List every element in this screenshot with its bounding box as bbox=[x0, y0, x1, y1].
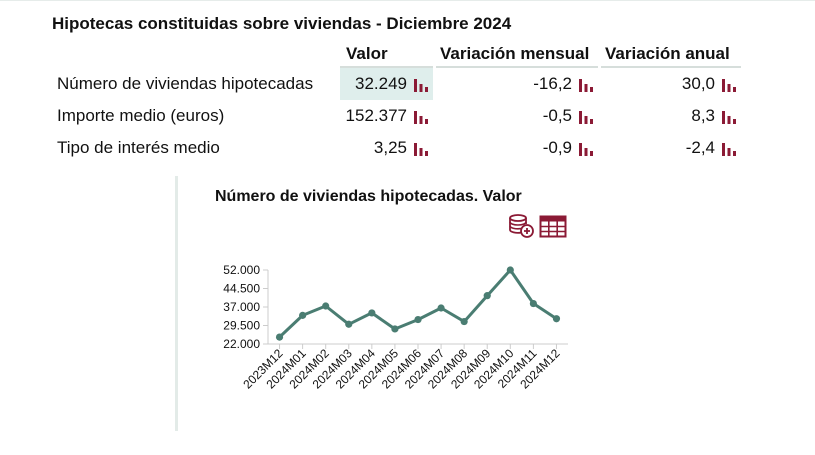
data-point bbox=[368, 309, 376, 317]
data-point bbox=[391, 325, 399, 333]
value-text: 8,3 bbox=[691, 106, 715, 125]
value-text: -0,9 bbox=[542, 138, 572, 157]
y-tick-label: 29.500 bbox=[223, 319, 260, 333]
data-point bbox=[529, 299, 537, 308]
value-cell: 3,25 bbox=[340, 132, 433, 164]
header-empty-cell bbox=[55, 40, 337, 68]
data-point bbox=[460, 317, 468, 326]
header-valor: Valor bbox=[340, 40, 433, 68]
value-text: 3,25 bbox=[373, 138, 407, 157]
line-chart: 22.00029.50037.00044.50052.0002023M12202… bbox=[223, 263, 568, 392]
bar-chart-icon[interactable] bbox=[721, 107, 737, 125]
data-point bbox=[552, 315, 561, 323]
monthly-variation-cell: -16,2 bbox=[436, 68, 598, 100]
value-text: -0,5 bbox=[542, 106, 572, 125]
chart-title: Número de viviendas hipotecadas. Valor bbox=[215, 188, 522, 205]
data-point bbox=[322, 302, 330, 310]
table-row: Importe medio (euros) 152.377 -0,5 8,3 bbox=[55, 100, 741, 132]
monthly-variation-cell: -0,9 bbox=[436, 132, 598, 164]
bar-chart-icon[interactable] bbox=[721, 139, 737, 157]
value-cell: 152.377 bbox=[340, 100, 433, 132]
header-variacion-mensual: Variación mensual bbox=[436, 40, 598, 68]
table-row: Número de viviendas hipotecadas 32.249 -… bbox=[55, 68, 741, 100]
bar-chart-icon[interactable] bbox=[578, 75, 594, 93]
data-point bbox=[345, 320, 353, 328]
bar-chart-icon[interactable] bbox=[413, 75, 429, 93]
row-label: Número de viviendas hipotecadas bbox=[57, 74, 314, 93]
top-divider bbox=[0, 0, 815, 1]
data-point bbox=[506, 266, 514, 274]
database-add-icon[interactable] bbox=[508, 213, 534, 239]
monthly-variation-cell: -0,5 bbox=[436, 100, 598, 132]
row-label: Tipo de interés medio bbox=[57, 138, 220, 157]
value-text: 30,0 bbox=[681, 74, 715, 93]
value-text: 32.249 bbox=[355, 74, 407, 93]
table-header-row: Valor Variación mensual Variación anual bbox=[55, 40, 741, 68]
series-line bbox=[278, 268, 558, 339]
y-tick-label: 44.500 bbox=[223, 282, 260, 296]
value-text: -2,4 bbox=[685, 138, 715, 157]
data-point bbox=[275, 333, 284, 341]
table-row: Tipo de interés medio 3,25 -0,9 -2,4 bbox=[55, 132, 741, 164]
data-point bbox=[299, 311, 307, 319]
value-text: 152.377 bbox=[345, 106, 407, 125]
summary-table: Valor Variación mensual Variación anual … bbox=[52, 40, 744, 164]
y-tick-label: 22.000 bbox=[223, 337, 260, 351]
annual-variation-cell: 8,3 bbox=[601, 100, 741, 132]
data-point bbox=[414, 315, 422, 324]
table-grid-icon[interactable] bbox=[539, 215, 567, 239]
data-point bbox=[483, 292, 491, 300]
value-cell: 32.249 bbox=[340, 68, 433, 100]
value-text: -16,2 bbox=[533, 74, 572, 93]
chart-panel: Número de viviendas hipotecadas. Valor 2… bbox=[175, 176, 575, 431]
page-title: Hipotecas constituidas sobre viviendas -… bbox=[52, 14, 512, 33]
bar-chart-icon[interactable] bbox=[413, 107, 429, 125]
bar-chart-icon[interactable] bbox=[578, 107, 594, 125]
row-label: Importe medio (euros) bbox=[57, 106, 225, 125]
annual-variation-cell: -2,4 bbox=[601, 132, 741, 164]
bar-chart-icon[interactable] bbox=[413, 139, 429, 157]
y-tick-label: 52.000 bbox=[223, 263, 260, 277]
data-point bbox=[437, 304, 445, 312]
bar-chart-icon[interactable] bbox=[721, 75, 737, 93]
header-variacion-anual: Variación anual bbox=[601, 40, 741, 68]
bar-chart-icon[interactable] bbox=[578, 139, 594, 157]
y-tick-label: 37.000 bbox=[223, 300, 260, 314]
annual-variation-cell: 30,0 bbox=[601, 68, 741, 100]
